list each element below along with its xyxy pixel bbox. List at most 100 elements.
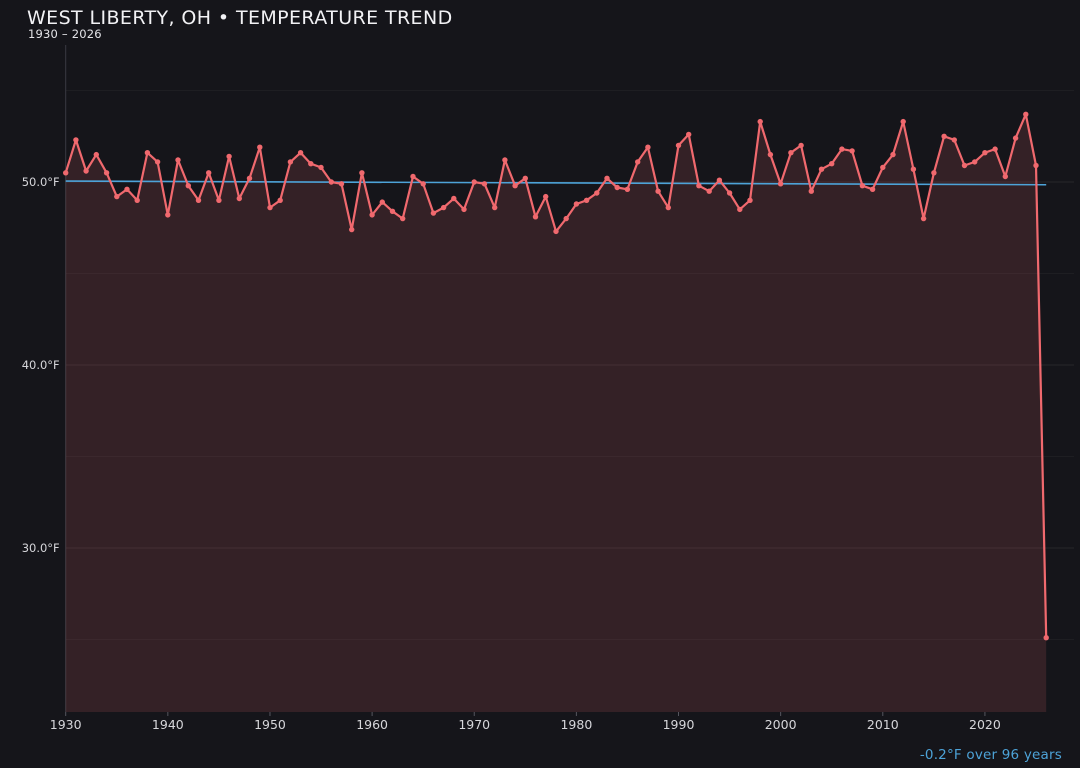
data-point-2021 <box>992 146 998 152</box>
x-axis-label-1930: 1930 <box>50 717 82 732</box>
data-point-1931 <box>73 137 79 143</box>
data-point-1943 <box>195 197 202 203</box>
data-point-1959 <box>359 170 365 176</box>
data-point-1942 <box>185 183 191 189</box>
data-point-1960 <box>369 212 375 218</box>
data-point-1982 <box>594 190 600 196</box>
data-point-1997 <box>747 197 753 203</box>
data-point-2003 <box>808 188 814 194</box>
data-point-2011 <box>890 151 896 158</box>
x-axis-label-1940: 1940 <box>152 717 184 732</box>
y-axis-label-30f: 30.0°F <box>22 541 60 555</box>
data-point-1994 <box>716 177 723 183</box>
data-point-2018 <box>961 162 968 169</box>
data-point-1940 <box>165 212 171 218</box>
data-point-2016 <box>941 133 947 139</box>
y-axis-label-50f: 50.0°F <box>22 175 60 189</box>
data-point-1966 <box>430 210 437 216</box>
data-point-1951 <box>277 197 283 203</box>
chart-title: WEST LIBERTY, OH • TEMPERATURE TREND <box>27 7 453 29</box>
data-point-2006 <box>839 146 845 152</box>
data-point-1964 <box>410 173 416 180</box>
data-point-1953 <box>297 150 304 156</box>
chart-subtitle: 1930 – 2026 <box>28 27 102 41</box>
data-point-2005 <box>829 161 835 167</box>
data-point-1970 <box>471 179 477 185</box>
data-point-1950 <box>267 204 273 211</box>
x-axis-label-1960: 1960 <box>356 717 388 732</box>
data-point-1989 <box>665 204 671 211</box>
data-point-1990 <box>675 142 682 149</box>
data-point-2012 <box>900 118 906 125</box>
data-point-1945 <box>216 197 222 203</box>
data-point-1939 <box>154 159 161 165</box>
data-point-2024 <box>1023 111 1029 118</box>
data-point-1977 <box>543 193 549 200</box>
data-point-1930 <box>62 170 69 176</box>
data-point-1934 <box>103 170 110 176</box>
data-point-1932 <box>83 168 89 174</box>
y-axis-label-40f: 40.0°F <box>22 358 60 372</box>
data-point-1974 <box>512 183 518 189</box>
data-point-2007 <box>849 148 855 154</box>
data-point-1984 <box>614 184 620 191</box>
trend-line <box>65 180 1047 186</box>
data-point-1996 <box>737 206 743 213</box>
data-point-2002 <box>798 142 804 149</box>
data-point-1948 <box>246 175 253 181</box>
data-point-1933 <box>93 151 100 158</box>
data-point-1980 <box>573 201 580 207</box>
x-axis-label-1950: 1950 <box>254 717 286 732</box>
data-point-1965 <box>420 181 426 187</box>
data-point-1938 <box>144 150 151 156</box>
data-point-1935 <box>114 193 120 200</box>
data-point-2020 <box>982 150 988 156</box>
data-point-2017 <box>951 137 957 143</box>
x-axis-label-2010: 2010 <box>867 717 899 732</box>
data-point-1976 <box>532 214 539 220</box>
data-point-1979 <box>563 215 569 222</box>
data-point-1949 <box>257 144 263 150</box>
data-point-1955 <box>318 164 324 171</box>
data-point-1968 <box>451 195 457 202</box>
data-point-1988 <box>655 188 661 194</box>
data-point-2015 <box>931 170 937 176</box>
data-point-2025 <box>1033 162 1039 169</box>
data-point-1947 <box>236 195 242 202</box>
data-point-2008 <box>859 183 866 189</box>
data-point-2009 <box>869 186 876 192</box>
x-axis-label-1980: 1980 <box>560 717 592 732</box>
data-point-1992 <box>696 183 702 189</box>
data-point-2026 <box>1043 635 1049 641</box>
data-point-2001 <box>788 150 794 156</box>
x-axis-label-2000: 2000 <box>765 717 797 732</box>
data-point-1936 <box>124 186 130 192</box>
data-point-1986 <box>635 159 641 165</box>
data-point-2023 <box>1012 135 1019 141</box>
data-point-1937 <box>134 197 140 203</box>
data-point-1995 <box>726 190 733 196</box>
data-point-1946 <box>226 153 232 160</box>
data-point-1991 <box>686 131 692 138</box>
data-point-1993 <box>706 188 712 194</box>
data-point-2010 <box>880 164 886 171</box>
data-point-1954 <box>308 161 314 167</box>
x-axis-label-2020: 2020 <box>969 717 1001 732</box>
data-point-1981 <box>583 197 590 203</box>
data-point-1985 <box>624 186 631 192</box>
data-point-2000 <box>777 181 784 187</box>
x-axis-label-1990: 1990 <box>663 717 695 732</box>
data-point-1963 <box>400 215 406 222</box>
data-point-1944 <box>206 170 212 176</box>
data-point-2014 <box>920 215 927 222</box>
data-point-2022 <box>1002 173 1008 180</box>
data-point-1941 <box>175 157 181 163</box>
data-point-1962 <box>389 208 396 214</box>
data-point-1999 <box>767 151 774 158</box>
data-point-1958 <box>349 226 355 233</box>
data-point-1971 <box>481 181 488 187</box>
data-point-2019 <box>972 159 978 165</box>
data-point-1987 <box>645 144 651 150</box>
data-point-1978 <box>553 228 559 235</box>
